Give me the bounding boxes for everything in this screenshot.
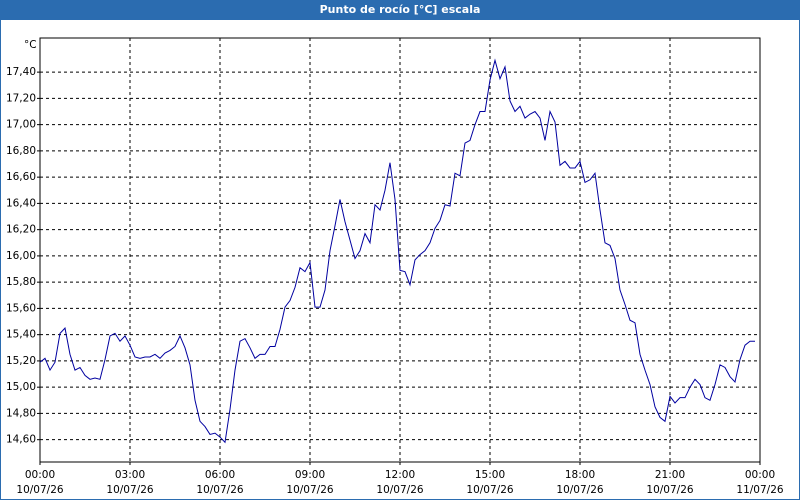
chart-title: Punto de rocío [°C] escala — [320, 3, 481, 16]
title-bar — [0, 0, 800, 20]
y-tick-label: 15,20 — [6, 355, 36, 367]
x-tick-label: 21:00 — [655, 469, 685, 481]
x-tick-date: 10/07/26 — [106, 484, 153, 496]
x-tick-date: 10/07/26 — [646, 484, 693, 496]
y-tick-label: 17,00 — [6, 119, 36, 131]
x-tick-date: 10/07/26 — [16, 484, 63, 496]
x-tick-label: 00:00 — [25, 469, 55, 481]
y-tick-label: 15,00 — [6, 381, 36, 393]
y-tick-label: 16,20 — [6, 224, 36, 236]
x-tick-date: 11/07/26 — [736, 484, 783, 496]
x-tick-label: 09:00 — [295, 469, 325, 481]
x-tick-label: 12:00 — [385, 469, 415, 481]
y-tick-label: 15,40 — [6, 329, 36, 341]
x-tick-label: 15:00 — [475, 469, 505, 481]
x-tick-date: 10/07/26 — [466, 484, 513, 496]
plot-area: 14,60 14,80 15,00 15,20 15,40 15,60 15,80 16,00… — [6, 37, 784, 496]
x-tick-label: 18:00 — [565, 469, 595, 481]
y-tick-label: 16,80 — [6, 145, 36, 157]
y-tick-label: 16,60 — [6, 171, 36, 183]
y-tick-label: 15,60 — [6, 302, 36, 314]
x-tick-label: 03:00 — [115, 469, 145, 481]
data-line — [39, 58, 755, 444]
x-tick-label: 06:00 — [205, 469, 235, 481]
plot-border — [39, 37, 761, 463]
y-tick-label: 14,60 — [6, 434, 36, 446]
y-tick-label: 14,80 — [6, 407, 36, 419]
x-tick-date: 10/07/26 — [556, 484, 603, 496]
y-tick-label: 15,80 — [6, 276, 36, 288]
y-tick-label: 17,40 — [6, 66, 36, 78]
y-tick-label: 16,00 — [6, 250, 36, 262]
y-tick-label: 16,40 — [6, 197, 36, 209]
x-tick-label: 00:00 — [745, 469, 775, 481]
x-tick-date: 10/07/26 — [376, 484, 423, 496]
y-axis-unit: °C — [24, 39, 37, 51]
x-tick-date: 10/07/26 — [286, 484, 333, 496]
x-tick-date: 10/07/26 — [196, 484, 243, 496]
y-tick-label: 17,20 — [6, 92, 36, 104]
